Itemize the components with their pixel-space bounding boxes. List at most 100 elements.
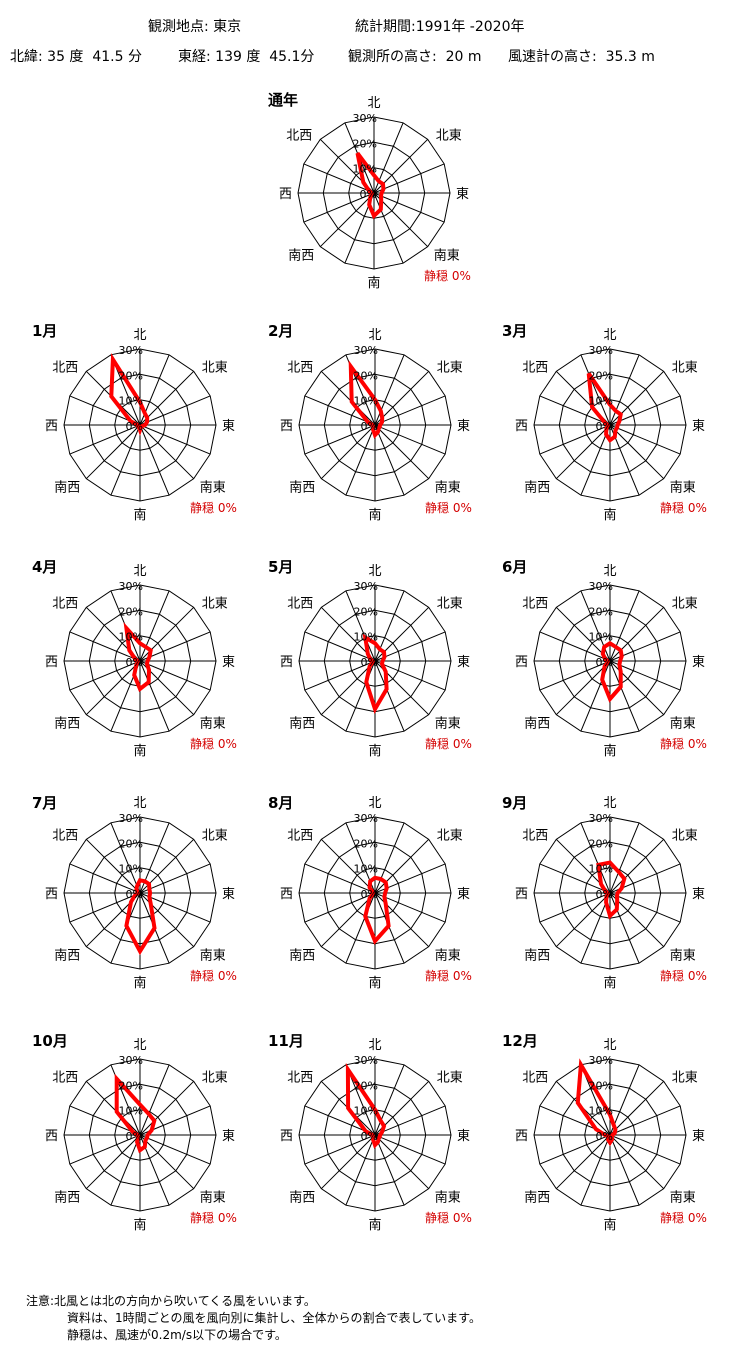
grid-spoke (609, 892, 681, 923)
anemometer-header: 風速計の高さ: 35.3 m (508, 46, 655, 66)
direction-label: 南東 (435, 948, 461, 964)
series-line (575, 1058, 618, 1147)
note-line-2: 資料は、1時間ごとの風を風向別に集計し、全体からの割合で表しています。 (67, 1311, 481, 1325)
grid-spoke (374, 892, 446, 923)
grid-spoke (373, 192, 404, 264)
direction-label: 北東 (672, 827, 698, 843)
chart-title: 4月 (32, 558, 57, 576)
direction-label: 北 (133, 328, 146, 343)
altitude-label: 観測所の高さ: (348, 49, 437, 65)
grid-spoke (139, 1134, 195, 1190)
grid-spoke (374, 892, 430, 948)
tick-label: 0% (126, 420, 143, 433)
tick-label: 0% (360, 188, 377, 201)
tick-label: 20% (119, 1079, 143, 1092)
tick-label: 20% (589, 1079, 613, 1092)
grid-spoke (609, 1134, 640, 1206)
grid-spoke (555, 660, 611, 716)
grid-spoke (374, 660, 405, 732)
direction-label: 南東 (670, 1190, 696, 1206)
tick-label: 20% (354, 837, 378, 850)
series-line (345, 1062, 387, 1149)
direction-label: 北 (133, 564, 146, 579)
direction-label: 南 (603, 975, 616, 991)
grid-spoke (345, 1134, 376, 1206)
grid-spoke (69, 1134, 141, 1165)
calm-label: 静穏 0% (190, 501, 237, 515)
direction-label: 北西 (52, 596, 78, 611)
grid-spoke (609, 660, 681, 691)
tick-label: 10% (589, 1105, 613, 1118)
direction-label: 北東 (437, 359, 463, 375)
grid-spoke (580, 1134, 611, 1206)
grid-spoke (139, 424, 195, 480)
chart-title: 12月 (502, 1032, 538, 1050)
tick-label: 30% (354, 812, 378, 825)
direction-label: 東 (222, 654, 235, 670)
anemometer-label: 風速計の高さ: (508, 49, 597, 65)
station-name: 東京 (213, 19, 242, 35)
direction-label: 北西 (522, 360, 548, 375)
grid-spoke (303, 192, 375, 223)
grid-spoke (110, 822, 141, 894)
grid-spoke (539, 631, 611, 662)
station-label: 観測地点: (148, 19, 209, 35)
grid-spoke (85, 424, 141, 480)
grid-spoke (609, 354, 640, 426)
grid-spoke (69, 1105, 141, 1136)
direction-label: 南東 (435, 716, 461, 732)
direction-label: 北東 (437, 1069, 463, 1085)
grid-spoke (609, 1080, 665, 1136)
tick-label: 0% (126, 888, 143, 901)
series-line (348, 360, 385, 439)
latitude-value: 35 度 41.5 分 (47, 49, 142, 65)
tick-label: 30% (354, 580, 378, 593)
grid-spoke (345, 424, 376, 496)
grid-spoke (374, 1134, 446, 1165)
grid-spoke (555, 606, 611, 662)
grid-spoke (609, 395, 681, 426)
period-label: 統計期間: (355, 19, 416, 35)
grid-spoke (139, 631, 211, 662)
direction-label: 北 (603, 1038, 616, 1053)
direction-label: 南 (368, 743, 381, 759)
grid-spoke (609, 822, 640, 894)
direction-label: 南東 (434, 248, 460, 264)
tick-label: 10% (119, 631, 143, 644)
calm-label: 静穏 0% (425, 737, 472, 751)
direction-label: 西 (515, 419, 528, 434)
latitude-label: 北緯: (10, 49, 43, 65)
direction-label: 北 (603, 564, 616, 579)
grid-spoke (304, 631, 376, 662)
notes-label: 注意: (26, 1294, 55, 1308)
direction-label: 東 (692, 418, 705, 434)
direction-label: 南 (367, 275, 380, 291)
direction-label: 南西 (54, 1190, 80, 1206)
direction-label: 北 (367, 96, 380, 111)
series-line (109, 353, 150, 437)
tick-label: 0% (361, 888, 378, 901)
direction-label: 南西 (524, 948, 550, 964)
grid-spoke (110, 424, 141, 496)
grid-spoke (374, 892, 405, 964)
tick-label: 30% (119, 580, 143, 593)
tick-label: 10% (119, 863, 143, 876)
grid-spoke (320, 838, 376, 894)
direction-label: 東 (222, 418, 235, 434)
grid-spoke (345, 590, 376, 662)
grid-spoke (609, 590, 640, 662)
calm-label: 静穏 0% (190, 1211, 237, 1225)
direction-label: 北西 (286, 128, 312, 143)
tick-label: 30% (589, 580, 613, 593)
direction-label: 南東 (200, 1190, 226, 1206)
direction-label: 南 (368, 1217, 381, 1233)
grid-spoke (539, 892, 611, 923)
grid-spoke (303, 163, 375, 194)
grid-spoke (85, 660, 141, 716)
direction-label: 南西 (289, 1190, 315, 1206)
grid-spoke (539, 863, 611, 894)
